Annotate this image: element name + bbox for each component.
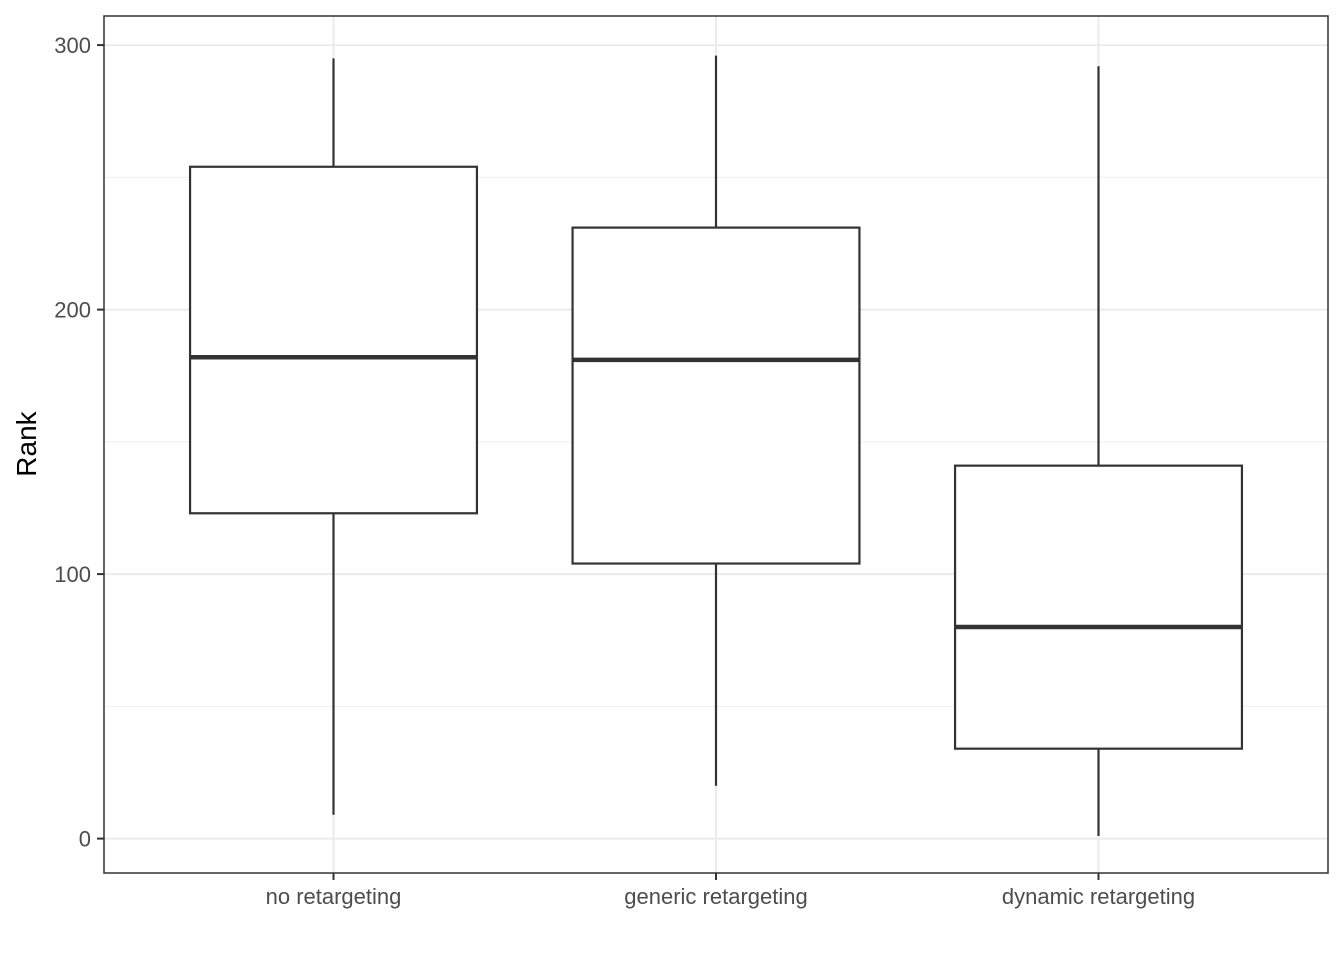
y-tick-label: 200 xyxy=(54,298,91,323)
y-tick-label: 300 xyxy=(54,33,91,58)
y-axis-title: Rank xyxy=(11,410,42,476)
box-iqr xyxy=(571,226,861,565)
box-3 xyxy=(953,66,1244,836)
box-iqr xyxy=(188,165,479,515)
x-axis: no retargeting generic retargeting dynamic… xyxy=(266,873,1195,909)
x-tick-label: generic retargeting xyxy=(624,884,807,909)
box-1 xyxy=(188,58,479,815)
y-axis: 0 100 200 300 xyxy=(54,33,104,852)
y-tick-label: 100 xyxy=(54,562,91,587)
box-iqr xyxy=(953,464,1244,750)
box-2 xyxy=(571,55,861,786)
x-tick-label: no retargeting xyxy=(266,884,402,909)
x-tick-label: dynamic retargeting xyxy=(1002,884,1195,909)
boxes-layer xyxy=(188,55,1244,836)
y-tick-label: 0 xyxy=(79,827,91,852)
